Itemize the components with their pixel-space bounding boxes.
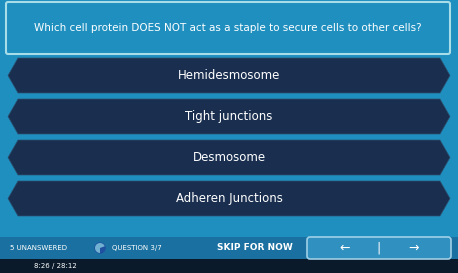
Text: →: → <box>408 242 419 254</box>
Text: Tight junctions: Tight junctions <box>185 110 273 123</box>
FancyBboxPatch shape <box>0 259 458 273</box>
Text: |: | <box>377 242 381 254</box>
FancyBboxPatch shape <box>6 2 450 54</box>
Circle shape <box>95 243 105 253</box>
Polygon shape <box>8 58 450 93</box>
Polygon shape <box>8 140 450 175</box>
Polygon shape <box>8 181 450 216</box>
Text: Adheren Junctions: Adheren Junctions <box>175 192 283 205</box>
Text: SKIP FOR NOW: SKIP FOR NOW <box>217 244 293 253</box>
FancyBboxPatch shape <box>307 237 451 259</box>
Text: Desmosome: Desmosome <box>192 151 266 164</box>
Polygon shape <box>8 99 450 134</box>
Polygon shape <box>95 243 105 253</box>
Text: 5 UNANSWERED: 5 UNANSWERED <box>10 245 67 251</box>
Text: Hemidesmosome: Hemidesmosome <box>178 69 280 82</box>
Text: ←: ← <box>339 242 350 254</box>
Text: QUESTION 3/7: QUESTION 3/7 <box>112 245 162 251</box>
FancyBboxPatch shape <box>0 237 458 259</box>
Text: Which cell protein DOES NOT act as a staple to secure cells to other cells?: Which cell protein DOES NOT act as a sta… <box>34 23 422 33</box>
Text: 8:26 / 28:12: 8:26 / 28:12 <box>33 263 76 269</box>
